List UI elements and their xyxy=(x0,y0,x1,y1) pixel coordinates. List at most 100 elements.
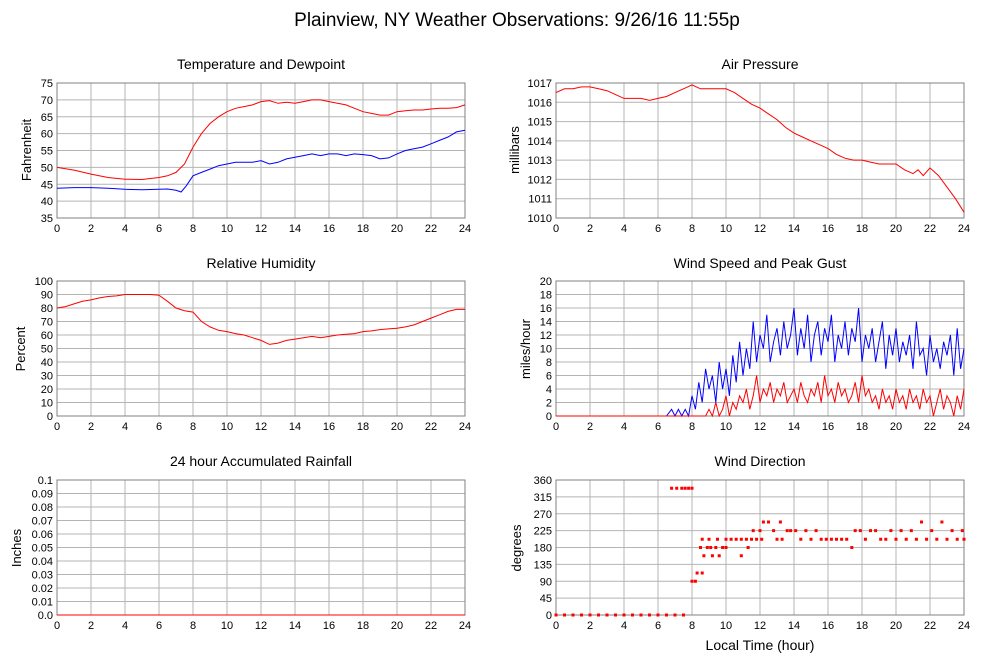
x-tick-label: 16 xyxy=(323,223,335,235)
data-point xyxy=(804,529,808,533)
data-point xyxy=(814,529,818,533)
x-tick-label: 14 xyxy=(289,620,301,632)
data-point xyxy=(794,529,798,533)
x-tick-label: 12 xyxy=(255,421,267,433)
x-tick-label: 6 xyxy=(156,620,162,632)
y-axis-label: Inches xyxy=(9,528,24,567)
y-tick-label: 70 xyxy=(41,95,53,107)
y-tick-label: 225 xyxy=(534,526,552,538)
plot-area: 0 2 4 6 8 10 12 14 16 18 20 22 240102030405060708090… xyxy=(35,276,471,433)
y-tick-label: 360 xyxy=(534,475,552,487)
x-tick-label: 18 xyxy=(856,421,868,433)
y-tick-label: 135 xyxy=(534,559,552,571)
y-tick-label: 0.01 xyxy=(32,597,53,609)
data-point xyxy=(955,537,959,541)
data-point xyxy=(695,571,699,575)
series-line-0 xyxy=(555,84,965,213)
x-tick-label: 14 xyxy=(289,223,301,235)
x-tick-label: 14 xyxy=(289,421,301,433)
y-tick-label: 65 xyxy=(41,112,53,124)
data-point xyxy=(819,537,823,541)
data-point xyxy=(960,529,964,533)
series-line-0 xyxy=(56,294,465,345)
data-point xyxy=(580,613,583,617)
x-tick-label: 14 xyxy=(788,223,800,235)
x-tick-label: 16 xyxy=(822,421,834,433)
y-tick-label: 50 xyxy=(41,162,53,174)
x-tick-label: 22 xyxy=(924,620,936,632)
x-tick-label: 24 xyxy=(958,620,970,632)
data-point xyxy=(707,537,711,541)
plot-area: 0 2 4 6 8 10 12 14 16 18 20 22 240459013518022527031… xyxy=(534,475,970,632)
data-point xyxy=(675,486,679,490)
x-tick-label: 0 xyxy=(553,421,559,433)
plot-frame xyxy=(56,82,466,219)
y-tick-label: 0.08 xyxy=(32,502,53,514)
x-tick-label: 16 xyxy=(822,223,834,235)
data-point xyxy=(622,613,626,617)
data-point xyxy=(751,529,755,533)
y-tick-label: 16 xyxy=(540,303,552,315)
data-point xyxy=(563,613,566,617)
data-point xyxy=(656,613,660,617)
y-axis-label: Percent xyxy=(13,326,28,371)
x-tick-label: 4 xyxy=(122,620,128,632)
x-tick-label: 18 xyxy=(856,223,868,235)
y-tick-label: 1012 xyxy=(528,174,552,186)
x-tick-label: 16 xyxy=(323,421,335,433)
plot-frame xyxy=(555,479,965,616)
x-tick-label: 8 xyxy=(689,421,695,433)
y-axis-label: degrees xyxy=(509,524,524,571)
data-point xyxy=(683,486,687,490)
x-tick-label: 12 xyxy=(255,223,267,235)
data-point xyxy=(761,520,765,524)
x-tick-label: 12 xyxy=(754,421,766,433)
x-tick-label: 6 xyxy=(655,620,661,632)
plot-area: 0 2 4 6 8 10 12 14 16 18 20 22 241010101110121013101… xyxy=(528,78,971,235)
data-point xyxy=(721,546,725,549)
chart-pressure: Air Pressure millibars 0 2 4 6 8 10 12 14 16 18 20… xyxy=(507,56,970,235)
y-tick-label: 0.09 xyxy=(32,489,53,501)
data-point xyxy=(874,529,878,533)
y-tick-label: 70 xyxy=(41,317,53,329)
y-tick-label: 1011 xyxy=(528,194,552,206)
y-tick-label: 270 xyxy=(534,509,552,521)
x-axis-label: Local Time (hour) xyxy=(706,637,815,653)
x-tick-label: 0 xyxy=(54,223,60,235)
chart-title: Air Pressure xyxy=(721,56,798,72)
data-point xyxy=(571,613,575,617)
x-tick-label: 22 xyxy=(425,620,437,632)
y-tick-label: 4 xyxy=(546,384,552,396)
x-tick-label: 4 xyxy=(621,223,627,235)
y-tick-label: 0 xyxy=(546,610,552,622)
y-tick-label: 75 xyxy=(41,78,53,90)
x-tick-label: 22 xyxy=(924,421,936,433)
chart-wind-direction: Wind Direction degrees 0 2 4 6 8 10 12 14 16 18 20… xyxy=(509,453,970,632)
y-tick-label: 0.06 xyxy=(32,529,53,541)
x-tick-label: 10 xyxy=(720,223,732,235)
y-tick-label: 0 xyxy=(47,411,53,423)
page-title: Plainview, NY Weather Observations: 9/26… xyxy=(294,10,740,31)
data-point xyxy=(772,529,776,533)
x-tick-label: 10 xyxy=(221,223,233,235)
x-tick-label: 24 xyxy=(459,223,471,235)
x-tick-label: 18 xyxy=(357,223,369,235)
data-point xyxy=(879,537,883,541)
data-point xyxy=(760,537,764,541)
data-point xyxy=(705,546,709,549)
x-tick-label: 14 xyxy=(788,421,800,433)
data-point xyxy=(914,537,918,541)
x-tick-label: 10 xyxy=(221,421,233,433)
data-point xyxy=(909,529,913,533)
y-tick-label: 10 xyxy=(540,344,552,356)
data-point xyxy=(670,486,674,490)
data-point xyxy=(734,537,738,541)
data-point xyxy=(899,529,903,533)
data-point xyxy=(739,537,743,541)
data-point xyxy=(631,613,634,617)
data-point xyxy=(950,529,954,533)
y-axis-label: Fahrenheit xyxy=(19,119,34,182)
data-point xyxy=(597,613,600,617)
x-tick-label: 20 xyxy=(890,421,902,433)
